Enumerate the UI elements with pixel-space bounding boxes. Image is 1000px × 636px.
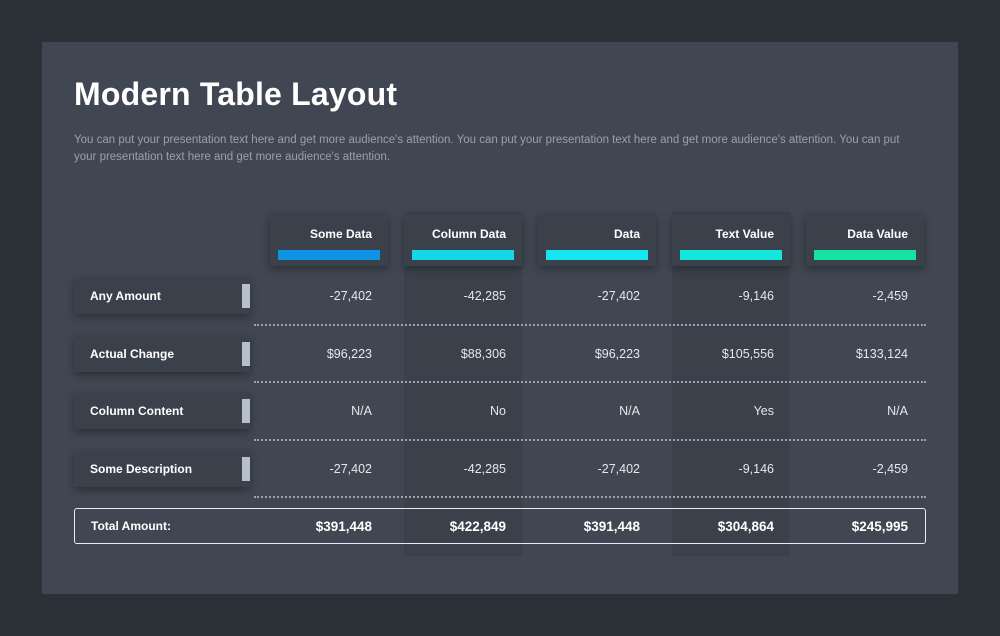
column-color-bar xyxy=(278,250,380,260)
column-header-data: Data xyxy=(538,214,656,266)
row-divider xyxy=(254,381,926,383)
column-color-bar xyxy=(546,250,648,260)
table-cell: $96,223 xyxy=(326,347,372,361)
table-cell: Yes xyxy=(753,404,774,418)
total-label: Total Amount: xyxy=(91,519,171,533)
column-header-column-data: Column Data xyxy=(404,214,522,266)
table-cell: N/A xyxy=(619,404,640,418)
row-label-text: Some Description xyxy=(90,462,193,476)
total-cell: $391,448 xyxy=(315,519,372,534)
row-marker xyxy=(242,399,250,423)
row-divider xyxy=(254,439,926,441)
row-label-text: Column Content xyxy=(90,404,184,418)
table-cell: $105,556 xyxy=(721,347,774,361)
total-cell: $304,864 xyxy=(717,519,774,534)
table-cell: N/A xyxy=(887,404,908,418)
table-cell: -27,402 xyxy=(329,462,372,476)
column-band xyxy=(672,212,790,556)
column-header-some-data: Some Data xyxy=(270,214,388,266)
column-band xyxy=(404,212,522,556)
total-cell: $245,995 xyxy=(851,519,908,534)
table-cell: $96,223 xyxy=(594,347,640,361)
table-cell: -9,146 xyxy=(738,462,774,476)
row-marker xyxy=(242,284,250,308)
row-marker xyxy=(242,457,250,481)
total-cell: $422,849 xyxy=(449,519,506,534)
row-label-any-amount: Any Amount xyxy=(74,278,250,314)
row-divider xyxy=(254,324,926,326)
row-label-actual-change: Actual Change xyxy=(74,336,250,372)
total-row: Total Amount: xyxy=(74,508,926,544)
table-card: Modern Table Layout You can put your pre… xyxy=(42,42,958,594)
page-subtitle: You can put your presentation text here … xyxy=(74,134,900,163)
total-cell: $391,448 xyxy=(583,519,640,534)
row-divider xyxy=(254,496,926,498)
column-header-data-value: Data Value xyxy=(806,214,924,266)
column-header-label: Some Data xyxy=(309,227,372,241)
row-marker xyxy=(242,342,250,366)
table-cell: -42,285 xyxy=(463,289,506,303)
table-cell: N/A xyxy=(351,404,372,418)
row-label-text: Any Amount xyxy=(90,289,161,303)
column-color-bar xyxy=(814,250,916,260)
column-header-label: Column Data xyxy=(431,227,506,241)
column-color-bar xyxy=(412,250,514,260)
column-header-label: Text Value xyxy=(715,227,774,241)
table-cell: $88,306 xyxy=(460,347,506,361)
row-label-some-description: Some Description xyxy=(74,451,250,487)
column-header-label: Data xyxy=(613,227,640,241)
table-cell: $133,124 xyxy=(855,347,908,361)
column-header-label: Data Value xyxy=(847,227,908,241)
table-cell: -2,459 xyxy=(872,289,908,303)
table-cell: -42,285 xyxy=(463,462,506,476)
row-label-text: Actual Change xyxy=(90,347,175,361)
table-cell: No xyxy=(490,404,506,418)
table-cell: -27,402 xyxy=(597,289,640,303)
table-cell: -27,402 xyxy=(329,289,372,303)
table-cell: -27,402 xyxy=(597,462,640,476)
table-cell: -9,146 xyxy=(738,289,774,303)
row-label-column-content: Column Content xyxy=(74,393,250,429)
table-cell: -2,459 xyxy=(872,462,908,476)
column-header-text-value: Text Value xyxy=(672,214,790,266)
page-title: Modern Table Layout xyxy=(74,76,398,112)
column-color-bar xyxy=(680,250,782,260)
